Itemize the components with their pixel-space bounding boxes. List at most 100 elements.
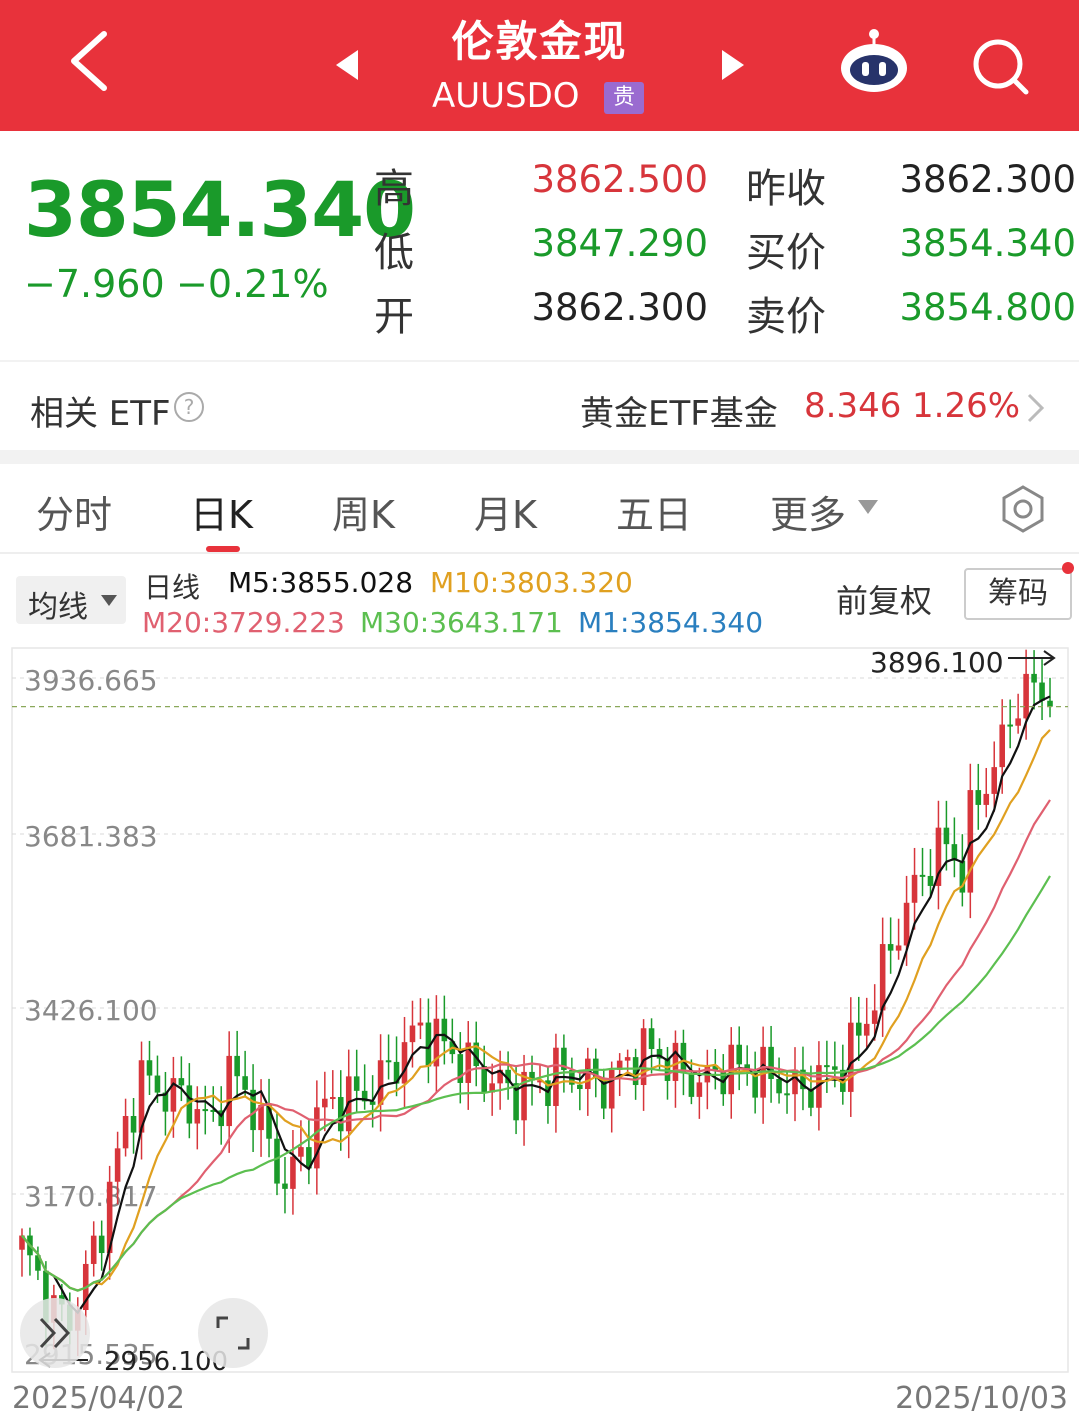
bid-label: 买价 xyxy=(746,230,826,276)
candle-body xyxy=(592,1058,599,1078)
tab-more[interactable]: 更多 xyxy=(770,493,847,537)
tab-monthly-k[interactable]: 月K xyxy=(474,493,537,537)
candle-body xyxy=(903,902,910,946)
candle-body xyxy=(752,1071,758,1098)
back-icon[interactable] xyxy=(64,30,112,92)
candle-body xyxy=(361,1090,368,1102)
candles xyxy=(19,649,1053,1357)
candle-body xyxy=(1015,718,1021,726)
tab-intraday[interactable]: 分时 xyxy=(36,493,113,537)
candle-body xyxy=(250,1089,256,1131)
candle-body xyxy=(473,1042,480,1067)
candle-body xyxy=(927,875,934,886)
candle-body xyxy=(608,1069,615,1109)
x-start-label: 2025/04/02 xyxy=(12,1381,185,1413)
active-tab-indicator xyxy=(206,546,240,552)
candle-body xyxy=(481,1066,487,1093)
fullscreen-button[interactable] xyxy=(198,1298,268,1368)
candle-body xyxy=(545,1080,551,1107)
candle-body xyxy=(911,874,918,903)
prev-close-value: 3862.300 xyxy=(899,158,1076,201)
candle-body xyxy=(648,1028,655,1050)
candle-body xyxy=(537,1080,543,1083)
candle-body xyxy=(441,1018,448,1042)
y-tick-label: 3170.817 xyxy=(24,1180,158,1213)
candle-body xyxy=(298,1147,304,1157)
y-tick-label: 3681.383 xyxy=(24,820,158,853)
candle-body xyxy=(162,1092,169,1112)
ma10-line xyxy=(21,729,1051,1292)
candle-body xyxy=(521,1071,527,1121)
next-instrument-icon[interactable] xyxy=(720,48,746,82)
candle-body xyxy=(943,827,950,845)
high-marker-arrowhead xyxy=(1043,650,1056,666)
candle-body xyxy=(624,1057,631,1061)
candle-body xyxy=(194,1109,201,1124)
candle-body xyxy=(792,1069,798,1095)
help-icon[interactable]: ? xyxy=(172,390,206,424)
candle-body xyxy=(322,1098,328,1108)
candle-body xyxy=(1047,700,1053,707)
chips-button[interactable]: 筹码 xyxy=(964,568,1072,620)
candle-body xyxy=(282,1183,288,1189)
candle-body xyxy=(529,1071,535,1081)
candle-body xyxy=(585,1058,591,1090)
tab-daily-k[interactable]: 日K xyxy=(190,493,253,537)
instrument-name: 伦敦金现 xyxy=(451,17,628,66)
candle-body xyxy=(919,874,926,877)
candle-body xyxy=(967,790,974,893)
candle-body xyxy=(561,1047,567,1071)
candle-body xyxy=(640,1028,647,1086)
candle-body xyxy=(871,1010,878,1024)
expand-left-button[interactable] xyxy=(20,1298,90,1368)
candle-body xyxy=(600,1077,607,1109)
ma5-value: M5:3855.028 xyxy=(228,566,414,599)
double-chevron-right-icon xyxy=(39,1317,71,1349)
candle-body xyxy=(616,1060,623,1070)
candle-body xyxy=(130,1116,137,1133)
candle-body xyxy=(385,1060,392,1063)
y-tick-label: 3936.665 xyxy=(24,664,158,697)
candle-body xyxy=(1023,673,1029,719)
ma20-line xyxy=(21,799,1051,1292)
tab-five-day[interactable]: 五日 xyxy=(616,493,693,537)
candle-body xyxy=(122,1116,129,1149)
settings-icon[interactable] xyxy=(998,484,1048,534)
tab-weekly-k[interactable]: 周K xyxy=(332,493,395,537)
candlestick-chart[interactable]: 3936.6653681.3833426.1003170.8172915.535… xyxy=(0,640,1079,1413)
related-etf-row[interactable]: 相关 ETF ? 黄金ETF基金 8.346 1.26% xyxy=(0,362,1079,450)
price-change-pct: −0.21% xyxy=(176,262,329,306)
candle-body xyxy=(337,1097,344,1132)
tabs-divider xyxy=(0,552,1079,554)
related-etf-label: 相关 ETF xyxy=(30,394,171,434)
robot-assistant-icon[interactable] xyxy=(838,28,910,94)
candle-body xyxy=(991,767,998,794)
plot-frame xyxy=(11,647,1069,1373)
candle-body xyxy=(1039,682,1045,701)
candle-body xyxy=(329,1097,336,1100)
etf-name: 黄金ETF基金 xyxy=(580,394,778,434)
candle-body xyxy=(138,1060,145,1133)
chevron-right-icon xyxy=(1027,393,1045,423)
adjust-mode[interactable]: 前复权 xyxy=(836,582,933,620)
candle-body xyxy=(577,1084,583,1090)
ma1-value: M1:3854.340 xyxy=(578,606,764,639)
candle-body xyxy=(632,1057,639,1086)
indicator-selector[interactable]: 均线 xyxy=(16,576,126,625)
candle-body xyxy=(202,1109,209,1112)
candle-body xyxy=(433,1018,440,1067)
high-label: 高 xyxy=(374,166,414,212)
category-badge: 贵 xyxy=(604,82,644,114)
candle-body xyxy=(290,1156,296,1189)
candle-body xyxy=(744,1064,750,1072)
candle-body xyxy=(90,1235,97,1264)
prev-instrument-icon[interactable] xyxy=(334,48,360,82)
candle-body xyxy=(218,1110,225,1127)
candle-body xyxy=(959,860,966,893)
search-icon[interactable] xyxy=(970,36,1032,98)
candle-body xyxy=(266,1105,272,1139)
x-end-label: 2025/10/03 xyxy=(895,1381,1068,1413)
candle-body xyxy=(35,1255,41,1271)
candle-body xyxy=(935,827,942,886)
candle-body xyxy=(887,944,894,951)
